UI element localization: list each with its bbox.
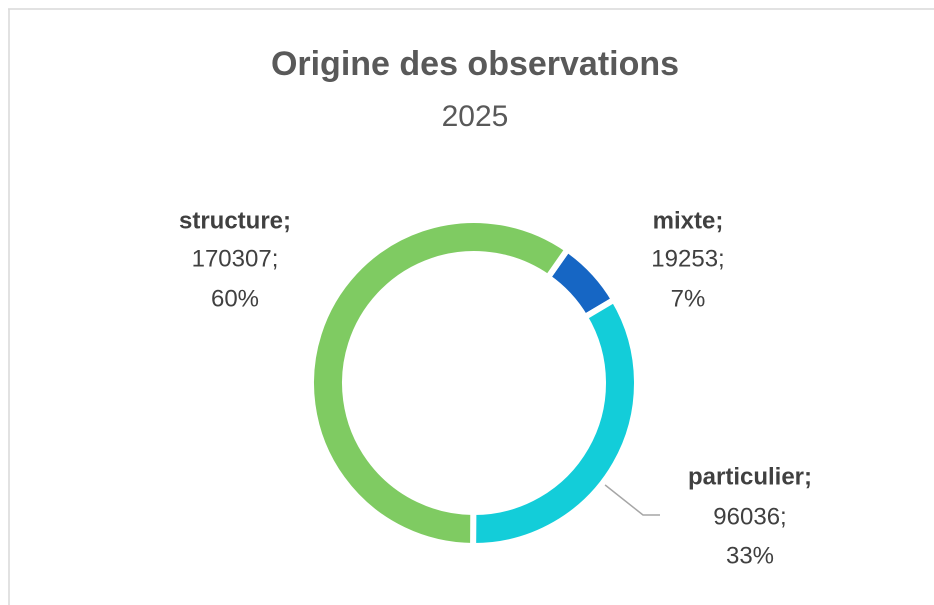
donut-slice	[308, 217, 572, 550]
data-label-percent: 7%	[671, 285, 706, 312]
leader-line	[589, 472, 660, 516]
data-label-name: particulier;	[688, 463, 812, 490]
chart-subtitle: 2025	[442, 100, 509, 133]
data-label-name: mixte;	[653, 207, 724, 234]
data-label-name: structure;	[179, 207, 291, 234]
data-label-value: 96036;	[713, 503, 786, 530]
data-label-value: 170307;	[192, 245, 279, 272]
data-label-percent: 60%	[211, 285, 259, 312]
data-label-percent: 33%	[726, 542, 774, 569]
chart-title: Origine des observations	[271, 45, 679, 83]
data-label-value: 19253;	[651, 245, 724, 272]
